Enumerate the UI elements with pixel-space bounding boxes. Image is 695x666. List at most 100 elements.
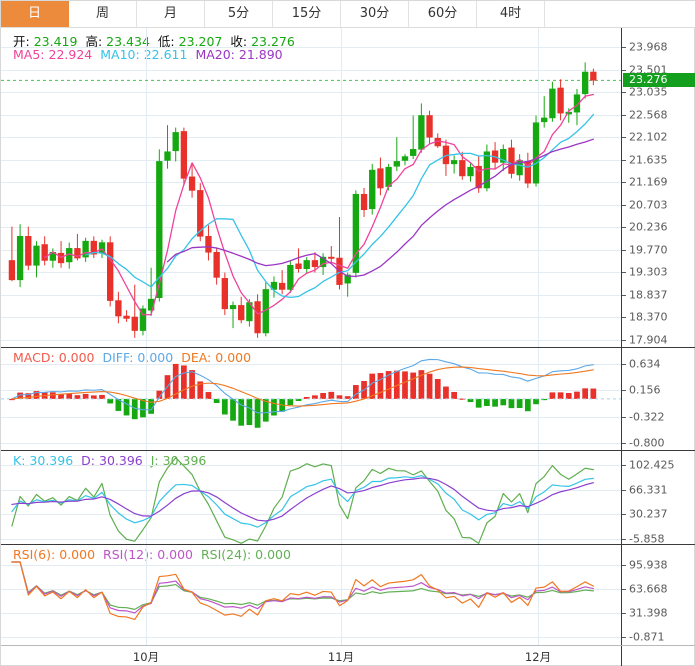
axis-label: 22.568 (629, 108, 668, 122)
axis-tick (622, 204, 626, 206)
low-label: 低: (157, 34, 175, 49)
axis-label: 23.501 (629, 63, 668, 77)
diff-label: DIFF: (102, 350, 134, 365)
tab-5[interactable]: 30分 (341, 1, 409, 27)
timeframe-tabbar: 日周月 5分 15分 30分 60分 4时 (1, 1, 695, 28)
axis-tick (622, 137, 626, 139)
axis-tick (622, 294, 626, 296)
low-value: 23.207 (178, 34, 223, 49)
diff-line (11, 358, 594, 414)
high-value: 23.434 (106, 34, 150, 49)
close-label: 收: (230, 34, 248, 49)
tab-1[interactable]: 周 (69, 1, 137, 27)
axis-label: 20.236 (629, 220, 668, 234)
tab-2[interactable]: 月 (137, 1, 205, 27)
price-panel[interactable]: 23.968 23.501 23.035 22.568 22.102 21.635 21.1… (1, 28, 695, 347)
axis-label: 20.703 (629, 198, 668, 212)
axis-tick (622, 159, 626, 161)
x-axis: 10月 11月 12月 (1, 645, 695, 666)
tab-4[interactable]: 15分 (273, 1, 341, 27)
axis-tick (622, 613, 626, 614)
tab-6[interactable]: 60分 (409, 1, 477, 27)
ma5-line (44, 93, 594, 316)
axis-label: 66.331 (629, 483, 668, 497)
ma10-line (84, 113, 594, 298)
high-label: 高: (85, 34, 103, 49)
axis-tick (622, 317, 626, 319)
axis-tick (622, 416, 626, 418)
rsi6-value: 0.000 (59, 547, 96, 562)
axis-label: 18.370 (629, 310, 668, 324)
axis-label: 22.102 (629, 130, 668, 144)
axis-tick (622, 637, 626, 638)
x-axis-label: 11月 (327, 650, 355, 664)
tab-7[interactable]: 4时 (477, 1, 545, 27)
macd-plot[interactable] (1, 348, 621, 450)
ma20-label: MA20: (195, 47, 235, 62)
macd-value: 0.000 (58, 350, 95, 365)
rsi-plot[interactable] (1, 545, 621, 645)
macd-axis: 0.634 0.156 -0.322 -0.800 (621, 348, 695, 450)
kdj-legend: K: 30.396 D: 30.396 J: 30.396 (13, 453, 210, 468)
axis-label: 0.634 (629, 357, 661, 371)
axis-label: 17.904 (629, 333, 668, 347)
axis-tick (622, 539, 626, 540)
ma20-value: 21.890 (238, 47, 283, 62)
kdj-panel[interactable]: 102.425 66.331 30.237 -5.858 (1, 450, 695, 546)
j-value: 30.396 (162, 453, 207, 468)
axis-tick (622, 589, 626, 590)
axis-tick (622, 364, 626, 365)
j-line (11, 457, 594, 544)
axis-tick (622, 489, 626, 491)
axis-label: 0.156 (629, 383, 661, 397)
open-value: 23.419 (33, 34, 78, 49)
rsi-axis: 95.938 63.668 31.398 -0.871 (621, 545, 695, 645)
j-label: J: (150, 453, 159, 468)
axis-label: 63.668 (629, 582, 668, 596)
k-value: 30.396 (29, 453, 74, 468)
price-axis: 23.968 23.501 23.035 22.568 22.102 21.635 21.1… (621, 28, 695, 347)
rsi6-label: RSI(6): (13, 547, 56, 562)
axis-tick (622, 272, 626, 274)
axis-label: 21.169 (629, 175, 668, 189)
ma-legend: MA5: 22.924 MA10: 22.611 MA20: 21.890 (13, 47, 287, 62)
axis-label: -0.322 (629, 410, 665, 424)
dea-value: 0.000 (215, 350, 252, 365)
axis-tick (622, 465, 626, 466)
rsi12-label: RSI(12): (103, 547, 154, 562)
rsi-legend: RSI(6): 0.000 RSI(12): 0.000 RSI(24): 0.000 (13, 547, 295, 562)
kdj-plot[interactable] (1, 451, 621, 544)
dea-line (11, 366, 594, 407)
d-label: D: (81, 453, 95, 468)
axis-label: 30.237 (629, 507, 668, 521)
tab-0[interactable]: 日 (1, 1, 69, 27)
ma5-label: MA5: (13, 47, 45, 62)
axis-label: -0.800 (629, 436, 665, 450)
rsi12-line (11, 561, 594, 614)
axis-label: 18.837 (629, 288, 668, 302)
price-plot[interactable] (1, 28, 621, 347)
rsi24-line (11, 561, 594, 610)
axis-label: 23.968 (629, 40, 668, 54)
axis-tick (622, 114, 626, 116)
axis-label: 23.035 (629, 85, 668, 99)
macd-panel[interactable]: 0.634 0.156 -0.322 -0.800 (1, 347, 695, 450)
axis-label: 19.303 (629, 265, 668, 279)
axis-label: 31.398 (629, 606, 668, 620)
axis-label: 102.425 (629, 458, 675, 472)
axis-label: 95.938 (629, 558, 668, 572)
ohlc-legend: 开: 23.419 高: 23.434 低: 23.207 收: 23.276 (13, 31, 299, 50)
close-value: 23.276 (251, 34, 295, 49)
tab-3[interactable]: 5分 (205, 1, 273, 27)
macd-legend: MACD: 0.000 DIFF: 0.000 DEA: 0.000 (13, 350, 255, 365)
rsi6-line (11, 561, 594, 621)
rsi-panel[interactable]: 95.938 63.668 31.398 -0.871 (1, 544, 695, 645)
macd-label: MACD: (13, 350, 55, 365)
d-value: 30.396 (99, 453, 143, 468)
ma5-value: 22.924 (48, 47, 93, 62)
axis-tick (622, 565, 626, 566)
open-label: 开: (13, 34, 30, 49)
axis-label: 19.770 (629, 243, 668, 257)
axis-tick (622, 340, 626, 341)
